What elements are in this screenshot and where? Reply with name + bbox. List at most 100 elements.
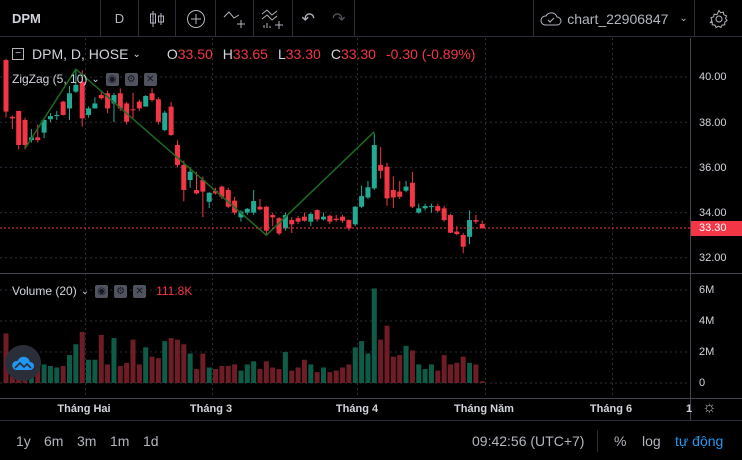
candle-body <box>35 137 41 141</box>
candle-body <box>143 95 149 107</box>
collapse-icon[interactable]: − <box>12 48 24 60</box>
volume-bar <box>340 367 346 383</box>
volume-bar <box>143 347 149 383</box>
chevron-down-icon[interactable]: ⌄ <box>132 48 141 60</box>
symbol-search-button[interactable]: DPM <box>0 0 101 37</box>
volume-bar <box>155 358 161 383</box>
candle-body <box>270 215 276 218</box>
candle-body <box>111 95 117 104</box>
redo-icon[interactable]: ↷ <box>332 10 346 28</box>
clock[interactable]: 09:42:56 (UTC+7) <box>472 433 585 449</box>
volume-bar <box>200 353 206 383</box>
volume-bar <box>321 367 326 383</box>
cloud-chart-icon <box>12 356 35 370</box>
settings-button[interactable] <box>695 0 742 37</box>
price-tick: 32.00 <box>699 252 727 264</box>
candle-body <box>308 213 314 222</box>
range-6m[interactable]: 6m <box>44 433 64 449</box>
volume-bar <box>67 355 72 383</box>
volume-legend: Volume (20) ⌄ ◉ ⚙ ✕ 111.8K <box>12 284 192 298</box>
zigzag-label[interactable]: ZigZag (5, 10) <box>12 72 88 86</box>
volume-bar <box>352 347 358 383</box>
volume-bar <box>378 339 384 383</box>
volume-bar <box>92 359 98 383</box>
volume-bar <box>130 339 136 383</box>
candle-body <box>9 116 15 119</box>
change-value: -0.30 (-0.89%) <box>385 46 476 62</box>
candle-body <box>282 215 288 229</box>
volume-bar <box>314 372 320 383</box>
volume-bar <box>435 370 441 383</box>
candle-body <box>441 208 447 221</box>
gear-icon[interactable]: ⚙ <box>114 284 128 298</box>
volume-bar <box>162 341 168 383</box>
volume-bar <box>301 359 307 383</box>
candle-body <box>333 218 339 221</box>
volume-bars <box>3 288 485 383</box>
candle-body <box>384 166 390 199</box>
cloud-widget-button[interactable] <box>5 345 41 381</box>
candle-body <box>92 103 98 109</box>
range-1m[interactable]: 1m <box>110 433 130 449</box>
candle-body <box>390 190 396 198</box>
candlestick-icon <box>150 10 164 27</box>
volume-bar <box>390 356 396 383</box>
candle-body <box>460 234 466 247</box>
volume-bar <box>136 364 142 383</box>
candle-body <box>359 196 365 207</box>
volume-bar <box>282 352 288 383</box>
range-1d[interactable]: 1d <box>143 433 159 449</box>
candle-body <box>117 93 123 109</box>
volume-label[interactable]: Volume (20) <box>12 284 77 298</box>
volume-bar <box>460 356 466 383</box>
volume-bar <box>270 367 276 383</box>
volume-tick: 0 <box>699 377 706 389</box>
close-icon[interactable]: ✕ <box>133 284 147 298</box>
candle-body <box>136 101 142 109</box>
volume-bar <box>397 355 403 383</box>
chevron-down-icon[interactable]: ⌄ <box>80 285 90 297</box>
volume-bar <box>441 355 447 383</box>
candle-body <box>473 220 479 222</box>
candle-body <box>155 99 161 122</box>
candle-body <box>3 60 9 112</box>
candle-body <box>251 201 257 213</box>
candle-body <box>244 208 250 213</box>
log-toggle[interactable]: log <box>642 433 661 449</box>
chevron-down-icon[interactable]: ⌄ <box>91 73 100 85</box>
candle-body <box>403 186 409 191</box>
indicators-button[interactable] <box>216 0 254 37</box>
range-3m[interactable]: 3m <box>77 433 97 449</box>
volume-bar <box>346 364 352 383</box>
volume-bar <box>149 356 155 383</box>
volume-bar <box>98 334 104 383</box>
volume-bar <box>47 365 53 383</box>
chart-type-button[interactable] <box>139 0 176 37</box>
time-tick: 19 <box>686 403 692 415</box>
candle-body <box>213 190 219 194</box>
close-icon[interactable]: ✕ <box>143 72 157 86</box>
volume-bar <box>276 369 282 383</box>
range-1y[interactable]: 1y <box>16 433 31 449</box>
series-title[interactable]: DPM, D, HOSE <box>32 46 129 62</box>
volume-bar <box>251 361 257 383</box>
compare-button[interactable] <box>254 0 293 37</box>
undo-icon[interactable]: ↶ <box>301 10 315 28</box>
price-tick: 36.00 <box>699 162 727 174</box>
axis-settings-icon[interactable]: ☼ <box>702 399 717 416</box>
add-button[interactable] <box>176 0 216 37</box>
gear-icon[interactable]: ⚙ <box>124 72 138 86</box>
candle-body <box>54 114 60 117</box>
candle-body <box>16 110 22 146</box>
candle-body <box>314 210 320 220</box>
candle-body <box>409 182 415 207</box>
auto-scale-toggle[interactable]: tự động <box>675 433 724 449</box>
chart-layout-button[interactable]: chart_22906847 ⌄ <box>533 0 695 37</box>
eye-icon[interactable]: ◉ <box>95 284 109 298</box>
volume-bar <box>327 372 333 383</box>
candle-body <box>194 190 199 194</box>
eye-icon[interactable]: ◉ <box>105 72 119 86</box>
percent-toggle[interactable]: % <box>614 433 627 449</box>
interval-button[interactable]: D <box>101 0 139 37</box>
chart-canvas[interactable] <box>0 0 742 420</box>
